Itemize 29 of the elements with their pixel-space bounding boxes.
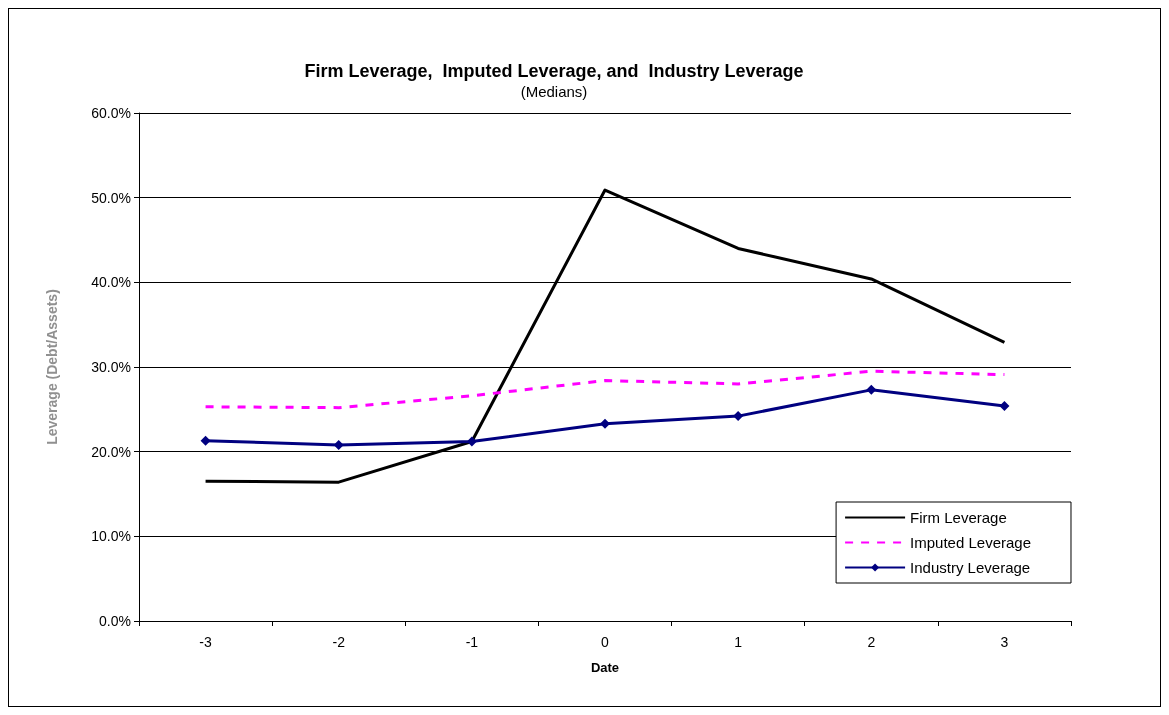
point — [866, 384, 877, 395]
point — [200, 435, 211, 446]
point — [600, 418, 610, 429]
y-tick-label: 50.0% — [91, 189, 131, 206]
line-series — [204, 369, 1006, 410]
point — [733, 411, 744, 422]
y-tick-label: 20.0% — [91, 443, 131, 460]
x-tick-label: -1 — [465, 634, 479, 650]
point — [466, 436, 477, 447]
y-tick-label: 0.0% — [99, 613, 131, 629]
x-tick-label: -2 — [332, 634, 346, 650]
chart-title: Firm Leverage, Imputed Leverage, and Industry Leverage — [304, 61, 804, 81]
legend-label: Industry Leverage — [910, 559, 1031, 576]
x-tick-label: 2 — [867, 634, 876, 650]
x-tick-label: 3 — [1000, 634, 1009, 650]
chart-subtitle: (Medians) — [520, 83, 588, 100]
legend-label: Firm Leverage — [910, 509, 1007, 526]
point — [333, 439, 344, 450]
x-axis-title: Date — [590, 660, 620, 675]
y-tick-label: 40.0% — [91, 274, 131, 291]
legend-label: Imputed Leverage — [910, 534, 1032, 551]
y-axis-title: Leverage (Debt/Assets) — [44, 289, 60, 445]
y-tick-label: 60.0% — [91, 105, 131, 121]
y-tick-label: 30.0% — [91, 359, 131, 375]
x-tick-label: 0 — [601, 634, 610, 650]
y-tick-label: 10.0% — [91, 528, 131, 545]
point — [999, 400, 1010, 411]
x-tick-label: -3 — [199, 634, 213, 650]
x-tick-label: 1 — [734, 634, 743, 650]
